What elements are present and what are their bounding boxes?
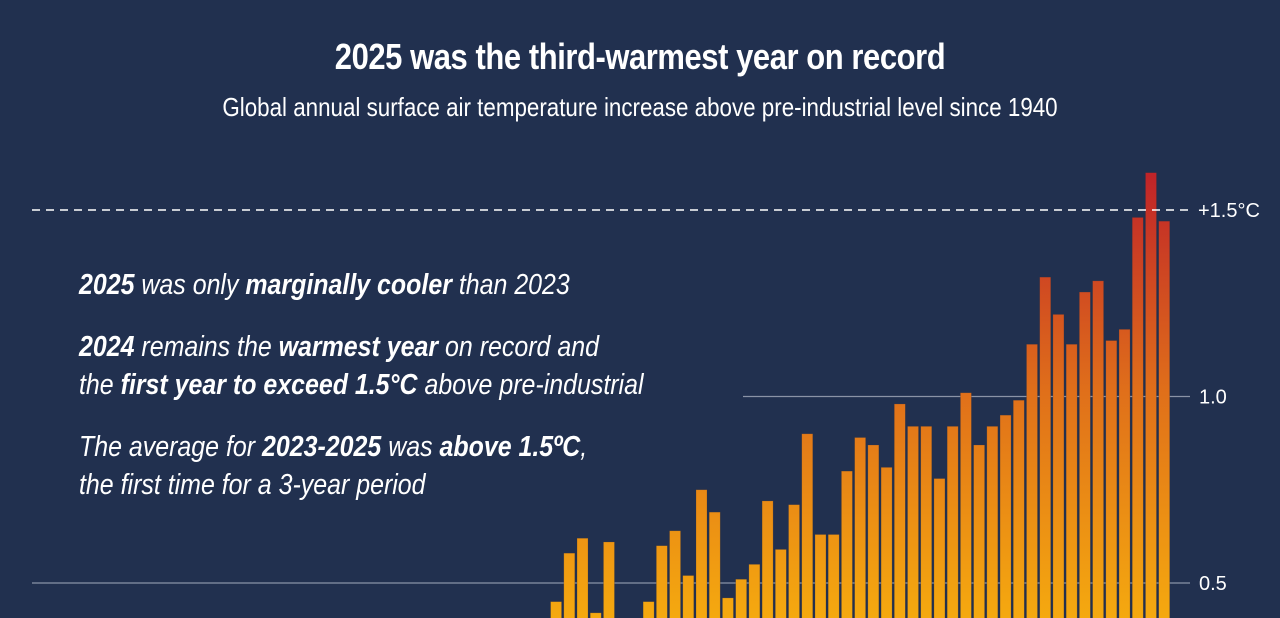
bar-2020 [1092,280,1104,618]
note-line: The average for 2023-2025 was above 1.5º… [79,428,587,466]
bar-1993 [735,578,747,618]
bar-2024 [1145,172,1157,618]
note-line: the first year to exceed 1.5°C above pre… [79,366,644,404]
note-text: the [79,369,121,401]
note-text: was [381,431,440,463]
bar-1991 [708,511,721,618]
bar-2022 [1118,329,1131,618]
bar-1987 [656,545,668,618]
bar-1979 [550,601,562,618]
bar-2019 [1079,291,1091,618]
bar-2009 [946,426,959,618]
note-text: than 2023 [451,269,570,301]
note-text: , [580,431,588,463]
bar-1996 [775,549,787,618]
bar-1980 [563,552,576,618]
note-emphasis: warmest year [278,331,439,363]
bar-1981 [576,537,589,618]
chart-subtitle: Global annual surface air temperature in… [222,92,1058,122]
bar-2000 [827,534,840,618]
bar-2005 [893,403,906,618]
bar-2014 [1012,399,1025,618]
bar-2017 [1052,314,1065,618]
bar-2013 [999,414,1012,618]
threshold-group: +1.5°C [32,200,1260,222]
chart-title: 2025 was the third-warmest year on recor… [334,36,946,77]
note-text: on record and [438,331,599,363]
note-line: 2024 remains the warmest year on record … [79,328,644,366]
bar-2011 [973,444,985,618]
bar-1989 [682,575,695,618]
note-3: The average for 2023-2025 was above 1.5º… [79,428,587,504]
note-text: The average for [79,431,263,463]
bar-2007 [920,426,933,618]
y-axis-ticks: 0.5 1.0 [1199,387,1227,596]
note-emphasis: marginally cooler [245,269,452,301]
note-emphasis: 2023-2025 [262,431,382,463]
note-line: 2025 was only marginally cooler than 202… [79,266,570,304]
note-text: the first time for a 3-year period [79,469,426,501]
bar-2004 [880,467,893,618]
bar-2023 [1131,217,1144,618]
bar-1994 [748,564,761,618]
bar-2006 [907,426,919,618]
bar-2016 [1039,276,1052,618]
bar-2012 [986,426,999,618]
bar-2001 [841,470,853,618]
bar-1983 [603,541,615,618]
note-1: 2025 was only marginally cooler than 202… [79,266,570,304]
threshold-label: +1.5°C [1198,200,1260,222]
bar-1998 [801,433,814,618]
bar-2018 [1065,343,1078,618]
bar-1988 [669,530,681,618]
bar-2025 [1158,220,1170,618]
note-2: 2024 remains the warmest year on record … [79,328,644,404]
y-tick-label: 1.0 [1199,387,1227,409]
bar-2008 [933,478,946,618]
bar-2021 [1105,340,1118,618]
bar-1992 [722,597,734,618]
note-text: was only [134,269,246,301]
note-text: remains the [134,331,279,363]
bar-1982 [589,612,602,618]
note-line: the first time for a 3-year period [79,466,587,504]
bar-2003 [867,444,880,618]
bar-1997 [788,504,800,618]
note-emphasis: 2024 [79,331,135,363]
y-tick-label: 0.5 [1199,573,1227,595]
note-emphasis: above 1.5ºC [439,431,581,463]
bar-1990 [695,489,708,618]
bar-1995 [761,500,774,618]
bar-2002 [854,437,866,618]
bar-2015 [1026,343,1038,618]
bar-1999 [814,534,827,618]
note-emphasis: 2025 [79,269,135,301]
note-emphasis: first year to exceed 1.5°C [120,369,418,401]
bar-1986 [642,601,655,618]
bars [550,172,1170,618]
bar-2010 [960,392,972,618]
note-text: above pre-industrial [417,369,644,401]
